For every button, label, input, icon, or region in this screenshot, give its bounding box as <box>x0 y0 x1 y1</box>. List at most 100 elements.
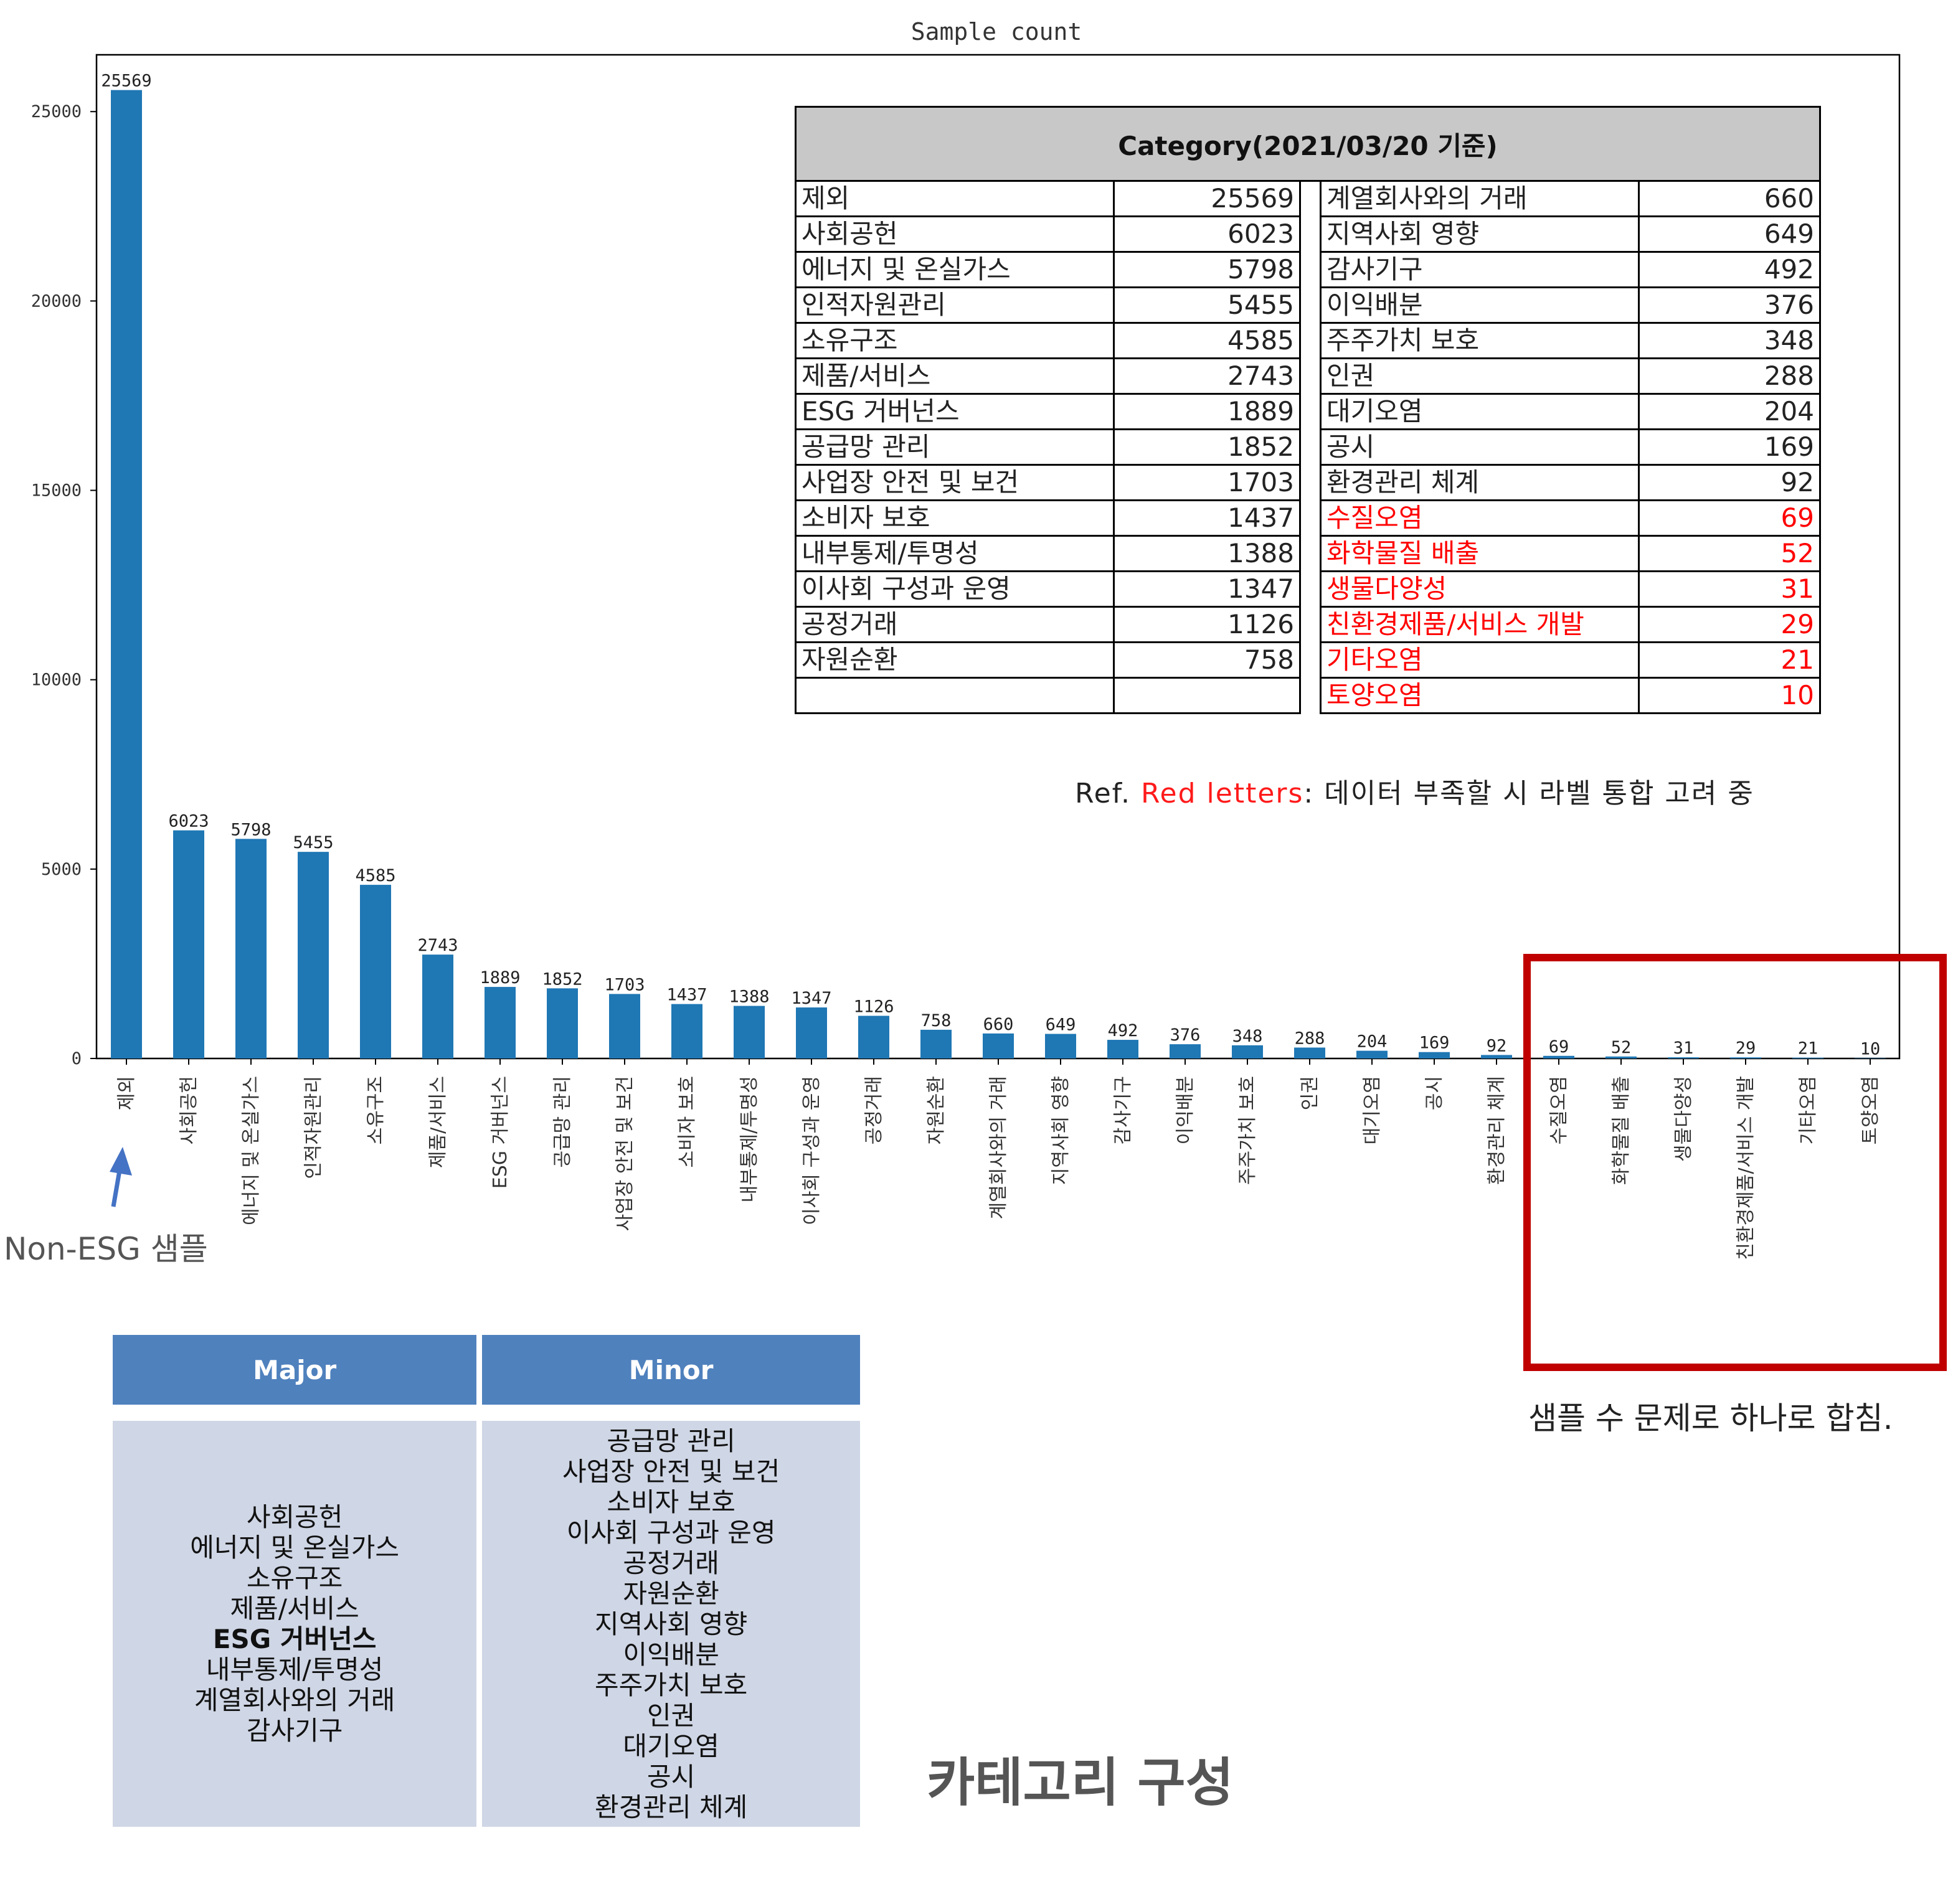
bar <box>1543 1055 1574 1058</box>
x-tick-label: 생물다양성 <box>1673 1076 1695 1162</box>
x-tick-label: 소유구조 <box>365 1076 387 1144</box>
bar <box>1605 1056 1637 1058</box>
bar <box>1107 1040 1138 1058</box>
bar <box>1294 1047 1325 1058</box>
list-item: 인권 <box>646 1700 696 1731</box>
category-count: 492 <box>1638 251 1821 288</box>
non-esg-label: Non-ESG 샘플 <box>4 1231 208 1267</box>
x-tick-label: 공시 <box>1424 1076 1445 1110</box>
column-gap <box>1299 216 1322 252</box>
category-name: 이사회 구성과 운영 <box>795 570 1115 608</box>
data-label: 492 <box>1108 1021 1138 1040</box>
category-count: 5798 <box>1113 251 1301 288</box>
category-name: 제품/서비스 <box>795 357 1115 395</box>
column-gap <box>1299 358 1322 394</box>
x-tick-label: ESG 거버넌스 <box>489 1076 511 1189</box>
category-name: 지역사회 영향 <box>1320 215 1640 253</box>
x-tick-label: 수질오염 <box>1548 1076 1570 1144</box>
bar <box>983 1033 1014 1058</box>
category-name: 제외 <box>795 180 1115 217</box>
category-name: 사업장 안전 및 보건 <box>795 464 1115 501</box>
data-label: 69 <box>1549 1037 1569 1057</box>
bar <box>1045 1034 1076 1058</box>
ref-prefix: Ref. <box>1075 778 1141 809</box>
data-label: 1889 <box>480 968 520 987</box>
category-count: 649 <box>1638 215 1821 253</box>
data-label: 376 <box>1170 1025 1201 1045</box>
list-item: 대기오염 <box>623 1730 719 1761</box>
list-item: 공시 <box>646 1761 696 1792</box>
bar <box>858 1016 889 1058</box>
category-name: 감사기구 <box>1320 251 1640 288</box>
data-label: 660 <box>983 1015 1014 1034</box>
category-table-row: 공정거래 1126 친환경제품/서비스 개발 29 <box>795 606 1821 643</box>
list-item: 사회공헌 <box>246 1502 343 1532</box>
data-label: 1703 <box>604 975 645 994</box>
list-item: 이사회 구성과 운영 <box>566 1517 776 1548</box>
bar <box>1730 1057 1761 1058</box>
bar <box>173 830 204 1058</box>
list-item: ESG 거버넌스 <box>212 1624 377 1654</box>
x-tick-label: 지역사회 영향 <box>1050 1076 1072 1185</box>
category-count: 52 <box>1638 535 1821 572</box>
category-count: 1388 <box>1113 535 1301 572</box>
column-gap <box>1299 464 1322 501</box>
y-tick-label: 15000 <box>31 481 82 501</box>
data-label: 1126 <box>853 997 894 1017</box>
ref-red-letters: Red letters <box>1140 778 1304 809</box>
bar <box>111 90 142 1058</box>
column-gap <box>1299 571 1322 607</box>
y-tick-label: 25000 <box>31 102 82 121</box>
x-tick-label: 이사회 구성과 운영 <box>801 1076 823 1225</box>
bar-series <box>111 90 1886 1058</box>
category-table-row: ESG 거버넌스 1889 대기오염 204 <box>795 393 1821 430</box>
data-label: 649 <box>1046 1016 1076 1035</box>
list-item: 소비자 보호 <box>607 1486 735 1517</box>
category-name: 이익배분 <box>1320 286 1640 324</box>
category-count: 31 <box>1638 570 1821 608</box>
category-count: 288 <box>1638 357 1821 395</box>
data-label: 758 <box>921 1011 952 1030</box>
category-count: 348 <box>1638 322 1821 359</box>
category-name: 인권 <box>1320 357 1640 395</box>
category-name: 에너지 및 온실가스 <box>795 251 1115 288</box>
bar <box>360 885 391 1058</box>
column-gap <box>1299 252 1322 288</box>
category-name: 주주가치 보호 <box>1320 322 1640 359</box>
data-label: 1388 <box>729 987 769 1007</box>
category-name: ESG 거버넌스 <box>795 393 1115 430</box>
x-tick-label: 주주가치 보호 <box>1237 1076 1259 1185</box>
x-tick-label: 제외 <box>116 1076 138 1110</box>
category-name: 친환경제품/서비스 개발 <box>1320 606 1640 643</box>
category-count: 4585 <box>1113 322 1301 359</box>
x-tick-label: 공급망 관리 <box>552 1076 574 1168</box>
data-label: 10 <box>1860 1039 1881 1058</box>
list-item: 내부통제/투명성 <box>206 1654 384 1685</box>
category-name: 생물다양성 <box>1320 570 1640 608</box>
bar <box>796 1007 827 1058</box>
bar <box>422 954 453 1058</box>
bar <box>920 1029 952 1058</box>
category-name: 기타오염 <box>1320 641 1640 679</box>
category-count: 169 <box>1638 428 1821 466</box>
category-table-row: 에너지 및 온실가스 5798 감사기구 492 <box>795 251 1821 288</box>
column-gap <box>1299 287 1322 323</box>
category-table-row: 내부통제/투명성 1388 화학물질 배출 52 <box>795 535 1821 572</box>
column-gap <box>1299 677 1322 714</box>
column-gap <box>1299 500 1322 536</box>
column-gap <box>1299 606 1322 643</box>
y-tick-label: 0 <box>72 1049 82 1068</box>
bar <box>485 987 516 1058</box>
bar <box>1170 1044 1201 1058</box>
data-label: 204 <box>1357 1032 1388 1052</box>
category-count: 1852 <box>1113 428 1301 466</box>
merge-note: 샘플 수 문제로 하나로 합침. <box>1528 1400 1893 1436</box>
data-label: 25569 <box>101 72 151 91</box>
category-count: 29 <box>1638 606 1821 643</box>
x-axis: 제외 사회공헌 에너지 및 온실가스 인적자원관리 소유구조 제품/서비스 ESG 거버넌스… <box>116 1058 1881 1260</box>
data-label: 348 <box>1232 1027 1263 1046</box>
category-table-row: 자원순환 758 기타오염 21 <box>795 641 1821 679</box>
data-label: 1852 <box>542 969 582 989</box>
category-name: 내부통제/투명성 <box>795 535 1115 572</box>
ref-suffix: : 데이터 부족할 시 라벨 통합 고려 중 <box>1303 778 1754 809</box>
